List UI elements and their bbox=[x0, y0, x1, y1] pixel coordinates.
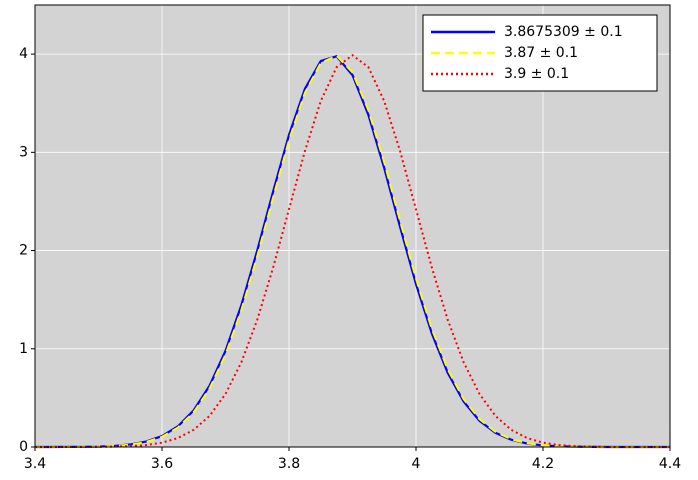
x-tick-label: 4.2 bbox=[532, 456, 554, 472]
legend-label: 3.87 ± 0.1 bbox=[504, 45, 578, 61]
y-tick-label: 0 bbox=[19, 439, 28, 455]
y-tick-label: 4 bbox=[19, 46, 28, 62]
x-tick-label: 4 bbox=[412, 456, 421, 472]
line-series bbox=[35, 53, 670, 448]
y-tick-label: 2 bbox=[19, 243, 28, 259]
y-tick-label: 1 bbox=[19, 341, 28, 357]
plot-frame bbox=[34, 4, 671, 448]
line-series bbox=[35, 54, 670, 448]
x-tick-label: 4.4 bbox=[659, 456, 681, 472]
legend-label: 3.8675309 ± 0.1 bbox=[504, 24, 623, 40]
x-tick-label: 3.4 bbox=[24, 456, 46, 472]
y-tick-label: 3 bbox=[19, 144, 28, 160]
x-tick-label: 3.6 bbox=[151, 456, 173, 472]
legend-label: 3.9 ± 0.1 bbox=[504, 66, 569, 82]
x-tick-label: 3.8 bbox=[278, 456, 300, 472]
